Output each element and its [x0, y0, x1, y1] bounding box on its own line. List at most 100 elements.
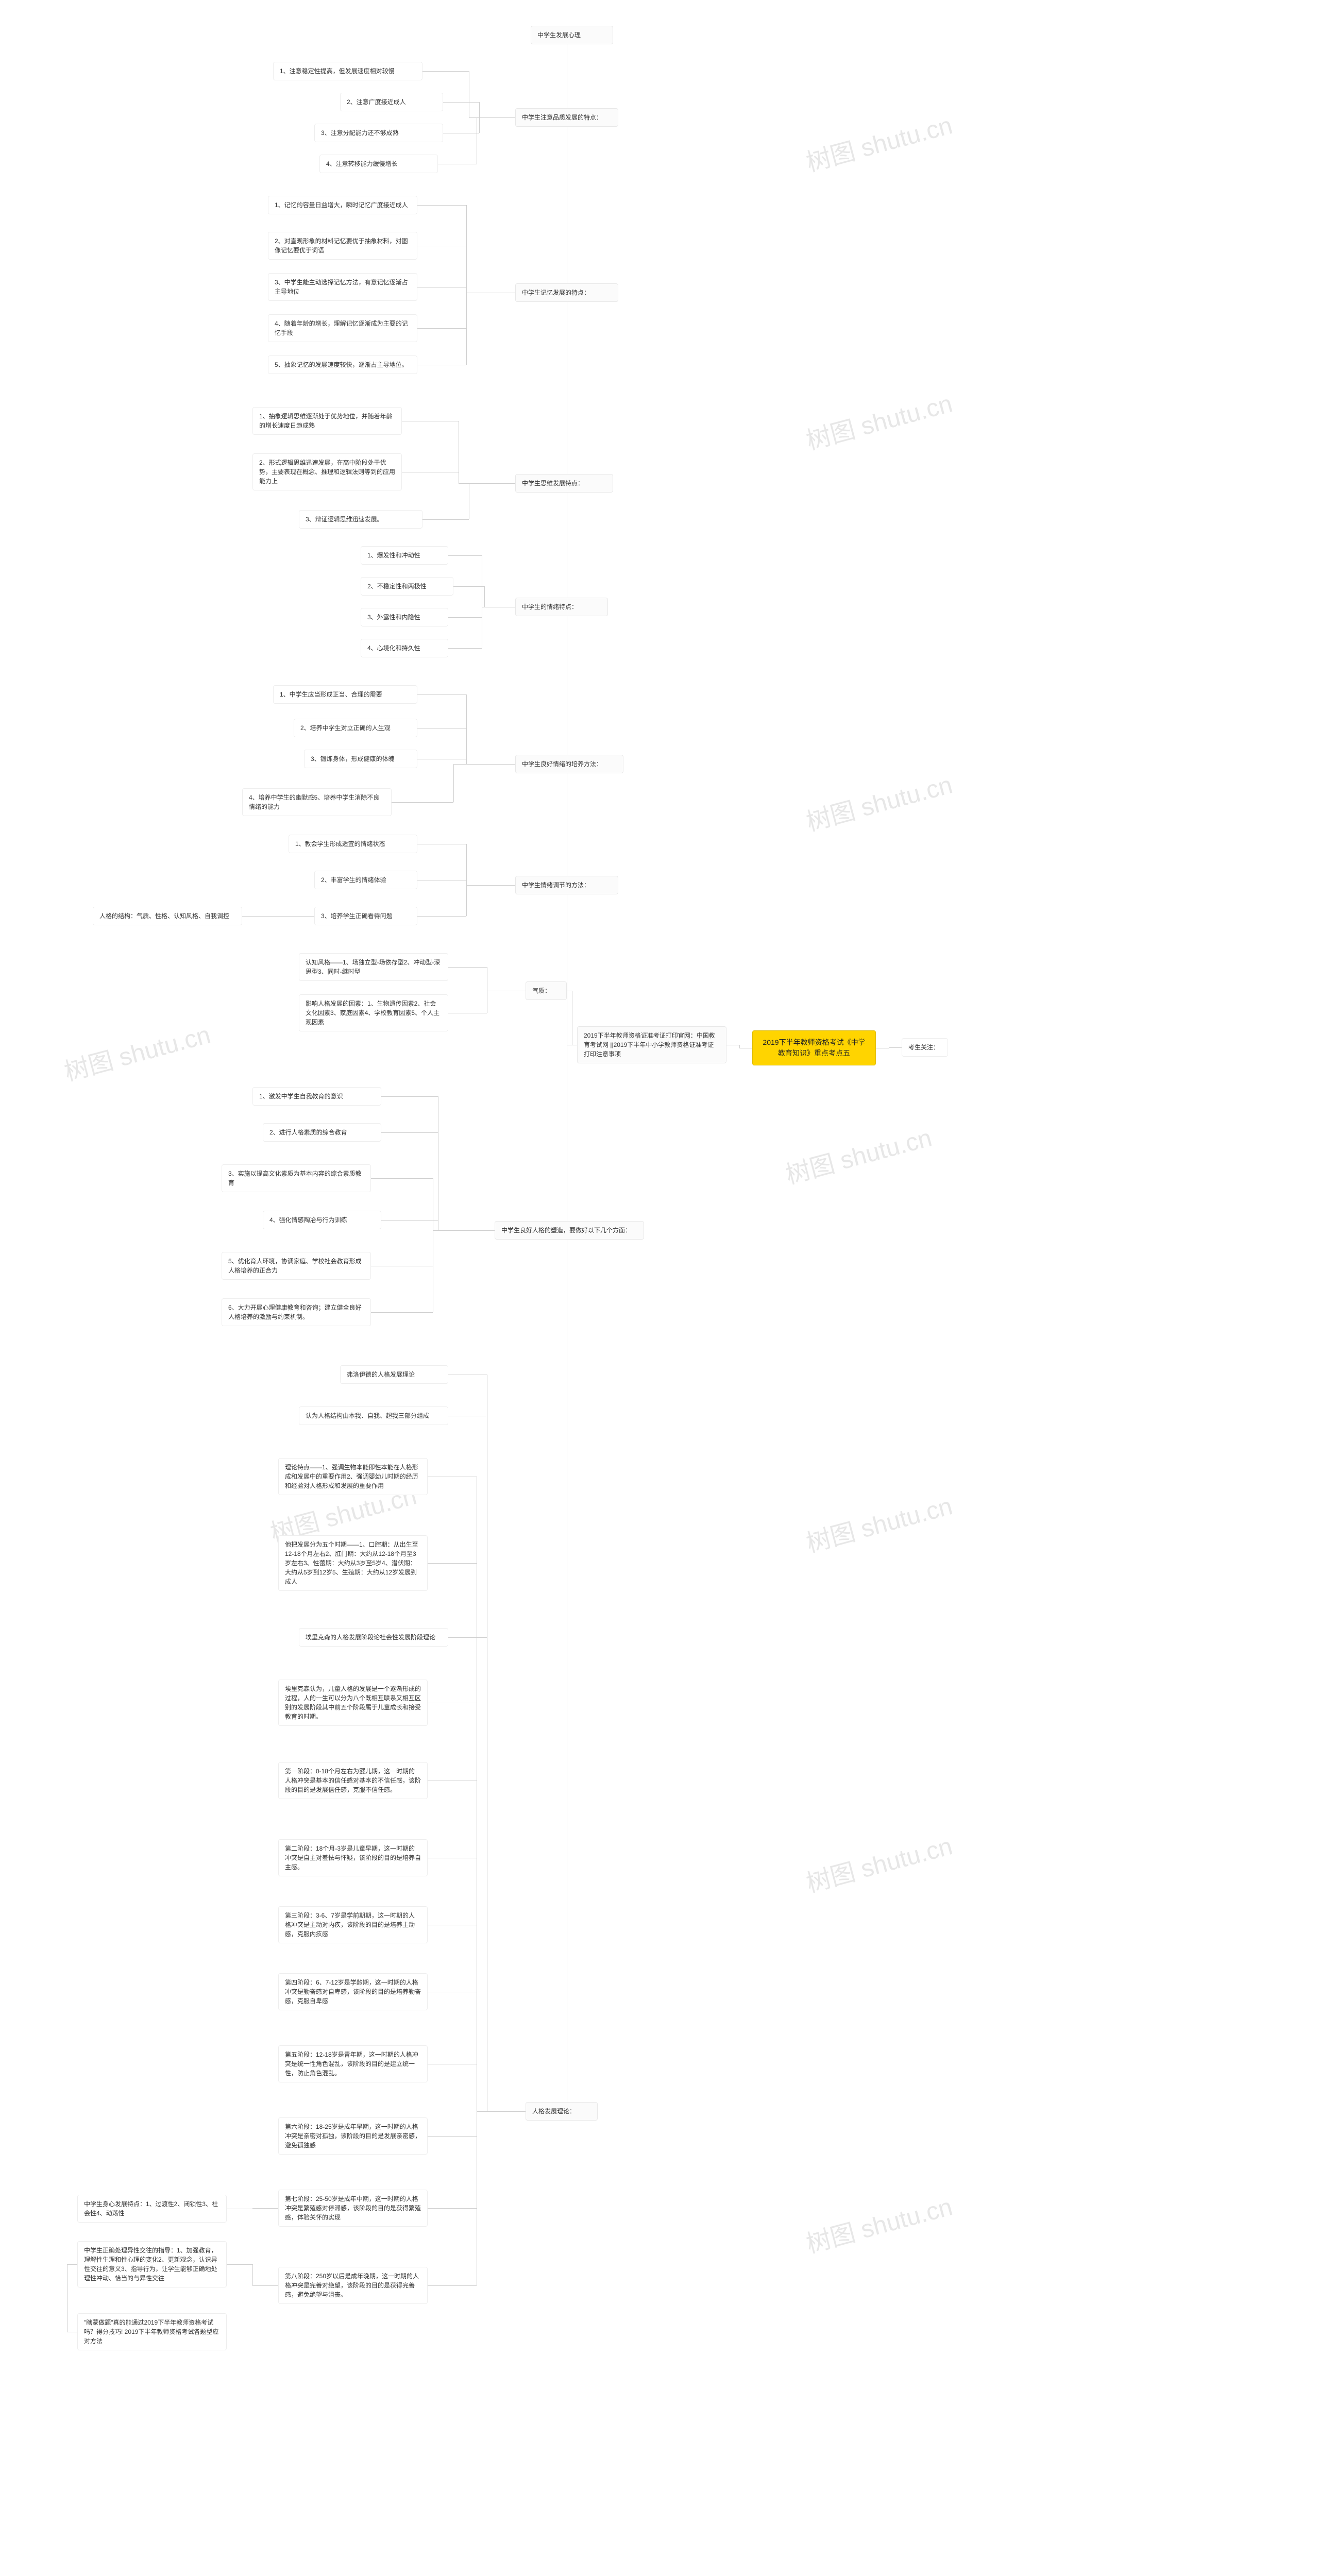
mindmap-node-pt_erik_title[interactable]: 埃里克森的人格发展阶段论社会性发展阶段理论	[299, 1628, 448, 1647]
mindmap-node-L2_pers_theory[interactable]: 人格发展理论：	[526, 2102, 598, 2121]
mindmap-link	[242, 916, 278, 917]
mindmap-node-pb_6[interactable]: 6、大力开展心理健康教育和咨询；建立健全良好人格培养的激励与约束机制。	[222, 1298, 371, 1326]
mindmap-link	[466, 885, 467, 916]
mindmap-node-ereg_3[interactable]: 3、培养学生正确看待问题	[314, 907, 417, 925]
mindmap-link	[469, 117, 515, 118]
mindmap-node-right_more[interactable]: 考生关注：	[902, 1038, 948, 1057]
mindmap-node-emth_1[interactable]: 1、中学生应当形成正当、合理的需要	[273, 685, 417, 704]
mindmap-node-pt_erik_s3[interactable]: 第三阶段：3-6、7岁是学前期期，这一时期的人格冲突是主动对内疚，该阶段的目的是…	[278, 1906, 428, 1943]
mindmap-node-L2_sex_edu[interactable]: 中学生正确处理异性交往的指导：1、加强教育，理解性生理和性心理的变化2、更新观念…	[77, 2241, 227, 2287]
mindmap-node-temp_struct[interactable]: 人格的结构：气质、性格、认知风格、自我调控	[93, 907, 242, 925]
mindmap-node-L2_pers_build[interactable]: 中学生良好人格的塑造，要做好以下几个方面：	[495, 1221, 644, 1240]
mindmap-link	[252, 2285, 278, 2286]
mindmap-node-think_1[interactable]: 1、抽象逻辑思维逐渐处于优势地位，并随着年龄的增长速度日趋成熟	[252, 407, 402, 435]
mindmap-node-emth_3[interactable]: 3、锻炼身体，形成健康的体魄	[304, 750, 417, 768]
mindmap-node-emo_3[interactable]: 3、外露性和内隐性	[361, 608, 448, 626]
mindmap-node-L2_blind[interactable]: "瞎蒙做题"真的能通过2019下半年教师资格考试吗？得分技巧! 2019下半年教…	[77, 2313, 227, 2350]
mindmap-node-L2_emo_method[interactable]: 中学生良好情绪的培养方法：	[515, 755, 623, 773]
mindmap-link	[448, 967, 487, 968]
mindmap-node-mem_2[interactable]: 2、对直观形象的材料记忆要优于抽象材料，对图像记忆要优于词语	[268, 232, 417, 260]
mindmap-node-L2_emo_reg[interactable]: 中学生情绪调节的方法：	[515, 876, 618, 894]
mindmap-node-L2_mem[interactable]: 中学生记忆发展的特点：	[515, 283, 618, 302]
mindmap-node-pt_erik_s8[interactable]: 第八阶段：250岁以后是成年晚期，这一时期的人格冲突是完善对绝望，该阶段的目的是…	[278, 2267, 428, 2304]
mindmap-node-pb_3[interactable]: 3、实施以提高文化素质为基本内容的综合素质教育	[222, 1164, 371, 1192]
mindmap-link	[466, 694, 467, 764]
mindmap-link	[438, 1230, 495, 1231]
mindmap-node-L2_body_feat[interactable]: 中学生身心发展特点：1、过渡性2、闭锁性3、社会性4、动荡性	[77, 2195, 227, 2223]
mindmap-link	[417, 694, 466, 695]
mindmap-link	[422, 71, 469, 72]
mindmap-node-pt_freud_title[interactable]: 弗洛伊德的人格发展理论	[340, 1365, 448, 1384]
mindmap-link	[278, 916, 314, 917]
mindmap-link	[381, 1220, 438, 1221]
mindmap-node-attn_1[interactable]: 1、注意稳定性提高，但发展速度相对较慢	[273, 62, 422, 80]
mindmap-node-pt_erik_s5[interactable]: 第五阶段：12-18岁是青年期，这一时期的人格冲突是统一性角色混乱，该阶段的目的…	[278, 2045, 428, 2082]
mindmap-node-attn_3[interactable]: 3、注意分配能力还不够成熟	[314, 124, 443, 142]
mindmap-link	[67, 2264, 77, 2265]
mindmap-node-attn_2[interactable]: 2、注意广度接近成人	[340, 93, 443, 111]
mindmap-node-think_2[interactable]: 2、形式逻辑思维迅速发展，在高中阶段处于优势，主要表现在概念、推理和逻辑法则等到…	[252, 453, 402, 490]
mindmap-node-pb_5[interactable]: 5、优化育人环境，协调家庭、学校社会教育形成人格培养的正合力	[222, 1252, 371, 1280]
mindmap-node-think_3[interactable]: 3、辩证逻辑思维迅速发展。	[299, 510, 422, 529]
mindmap-link	[889, 1047, 902, 1048]
mindmap-link	[466, 293, 467, 328]
mindmap-link	[448, 1637, 487, 1638]
mindmap-stage: 2019下半年教师资格考试《中学教育知识》重点考点五 考生关注： 2019下半年教师…	[0, 0, 1319, 2576]
mindmap-node-pt_erik_1[interactable]: 埃里克森认为，儿童人格的发展是一个逐渐形成的过程，人的一生可以分为八个既相互联系…	[278, 1680, 428, 1726]
mindmap-node-temp_factor[interactable]: 影响人格发展的因素：1、生物遗传因素2、社会文化因素3、家庭因素4、学校教育因素…	[299, 994, 448, 1031]
mindmap-node-emo_1[interactable]: 1、爆发性和冲动性	[361, 546, 448, 565]
mindmap-node-mem_1[interactable]: 1、记忆的容量日益增大，瞬时记忆广度接近成人	[268, 196, 417, 214]
mindmap-link	[448, 617, 482, 618]
mindmap-node-pt_freud_3[interactable]: 他把发展分为五个时期——1、口腔期：从出生至12-18个月左右2、肛门期：大约从…	[278, 1535, 428, 1591]
mindmap-link	[487, 2111, 526, 2112]
mindmap-node-emth_2[interactable]: 2、培养中学生对立正确的人生观	[294, 719, 417, 737]
mindmap-node-mem_5[interactable]: 5、抽象记忆的发展速度较快，逐渐占主导地位。	[268, 355, 417, 374]
mindmap-link	[392, 802, 453, 803]
mindmap-link	[252, 2208, 278, 2209]
mindmap-node-ereg_2[interactable]: 2、丰富学生的情绪体验	[314, 871, 417, 889]
mindmap-node-emo_2[interactable]: 2、不稳定性和两极性	[361, 577, 453, 596]
mindmap-node-pt_erik_s1[interactable]: 第一阶段：0-18个月左右为婴儿期，这一时期的人格冲突是基本的信任感对基本的不信…	[278, 1762, 428, 1799]
mindmap-node-mem_4[interactable]: 4、随着年龄的增长，理解记忆逐渐成为主要的记忆手段	[268, 314, 417, 342]
mindmap-node-attn_4[interactable]: 4、注意转移能力缓慢增长	[319, 155, 438, 173]
mindmap-link	[428, 1563, 477, 1564]
mindmap-node-temp_cog[interactable]: 认知风格——1、场独立型-场依存型2、冲动型-深思型3、同时-继时型	[299, 953, 448, 981]
mindmap-link	[417, 916, 466, 917]
mindmap-node-pt_freud_1[interactable]: 认为人格结构由本我、自我、超我三部分组成	[299, 1406, 448, 1425]
mindmap-link	[371, 1178, 433, 1179]
mindmap-link	[417, 205, 466, 206]
mindmap-link	[453, 764, 454, 802]
mindmap-node-pt_erik_s4[interactable]: 第四阶段：6、7-12岁是学龄期，这一时期的人格冲突是勤奋感对自卑感，该阶段的目…	[278, 1973, 428, 2010]
mindmap-link	[479, 102, 480, 117]
mindmap-link	[466, 844, 467, 885]
mindmap-node-mem_3[interactable]: 3、中学生能主动选择记忆方法，有意记忆逐渐占主导地位	[268, 273, 417, 301]
mindmap-link	[466, 205, 467, 293]
mindmap-link	[227, 2264, 252, 2265]
mindmap-node-L2_dev_psy[interactable]: 中学生发展心理	[531, 26, 613, 44]
mindmap-node-pb_1[interactable]: 1、激发中学生自我教育的意识	[252, 1087, 381, 1106]
mindmap-node-L2_emo_feat[interactable]: 中学生的情绪特点：	[515, 598, 608, 616]
mindmap-node-emo_4[interactable]: 4、心境化和持久性	[361, 639, 448, 657]
mindmap-node-pt_freud_2[interactable]: 理论特点——1、强调生物本能即性本能在人格形成和发展中的重要作用2、强调婴幼儿时…	[278, 1458, 428, 1495]
mindmap-node-emth_4[interactable]: 4、培养中学生的幽默感5、培养中学生消除不良情绪的能力	[242, 788, 392, 816]
mindmap-link	[428, 2208, 477, 2209]
mindmap-node-L2_attn[interactable]: 中学生注意品质发展的特点：	[515, 108, 618, 127]
mindmap-link	[381, 1096, 438, 1097]
mindmap-link	[443, 102, 479, 103]
mindmap-node-L2_temperament[interactable]: 气质：	[526, 981, 567, 1000]
mindmap-node-ereg_1[interactable]: 1、教会学生形成适宜的情绪状态	[289, 835, 417, 853]
mindmap-link	[417, 328, 466, 329]
mindmap-node-pb_2[interactable]: 2、进行人格素质的综合教育	[263, 1123, 381, 1142]
mindmap-node-pt_erik_s2[interactable]: 第二阶段：18个月-3岁是儿童早期，这一时期的冲突是自主对羞怯与怀疑，该阶段的目…	[278, 1839, 428, 1876]
mindmap-node-L2_think[interactable]: 中学生思维发展特点：	[515, 474, 613, 493]
mindmap-link	[252, 2264, 253, 2285]
mindmap-link	[428, 2285, 477, 2286]
mindmap-link	[466, 764, 515, 765]
mindmap-link	[484, 586, 485, 607]
mindmap-node-root[interactable]: 2019下半年教师资格考试《中学教育知识》重点考点五	[752, 1030, 876, 1065]
mindmap-node-pt_erik_s7[interactable]: 第七阶段：25-50岁是成年中期，这一时期的人格冲突是繁殖感对停滞感，该阶段的目…	[278, 2190, 428, 2227]
mindmap-link	[428, 2136, 477, 2137]
mindmap-node-pt_erik_s6[interactable]: 第六阶段：18-25岁是成年早期，这一时期的人格冲突是亲密对孤独，该阶段的目的是…	[278, 2117, 428, 2155]
mindmap-node-pb_4[interactable]: 4、强化情感陶冶与行为训练	[263, 1211, 381, 1229]
mindmap-node-L1_print[interactable]: 2019下半年教师资格证准考证打印官网：中国教育考试网 ||2019下半年中小学…	[577, 1026, 726, 1063]
